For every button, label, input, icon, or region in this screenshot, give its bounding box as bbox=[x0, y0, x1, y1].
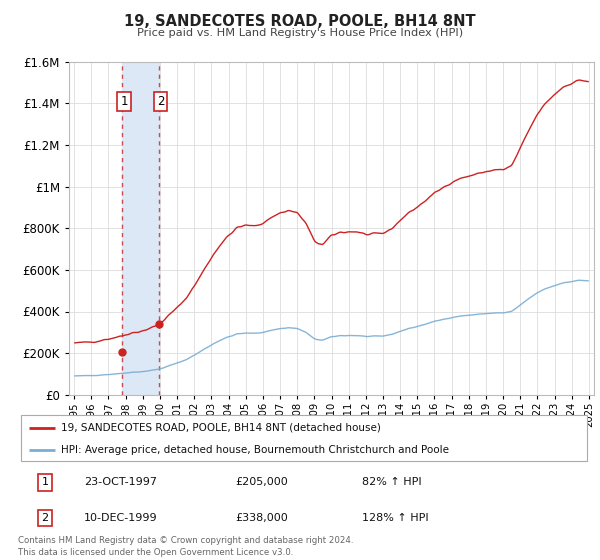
Text: Price paid vs. HM Land Registry's House Price Index (HPI): Price paid vs. HM Land Registry's House … bbox=[137, 28, 463, 38]
Text: HPI: Average price, detached house, Bournemouth Christchurch and Poole: HPI: Average price, detached house, Bour… bbox=[61, 445, 449, 455]
Text: 2: 2 bbox=[157, 95, 164, 108]
Text: 10-DEC-1999: 10-DEC-1999 bbox=[84, 513, 158, 523]
Text: 19, SANDECOTES ROAD, POOLE, BH14 8NT: 19, SANDECOTES ROAD, POOLE, BH14 8NT bbox=[124, 14, 476, 29]
Text: 19, SANDECOTES ROAD, POOLE, BH14 8NT (detached house): 19, SANDECOTES ROAD, POOLE, BH14 8NT (de… bbox=[61, 423, 381, 433]
Bar bbox=[122, 62, 159, 395]
Text: 1: 1 bbox=[121, 95, 128, 108]
Text: Contains HM Land Registry data © Crown copyright and database right 2024.
This d: Contains HM Land Registry data © Crown c… bbox=[18, 536, 353, 557]
Text: 128% ↑ HPI: 128% ↑ HPI bbox=[362, 513, 428, 523]
Text: 1: 1 bbox=[41, 478, 49, 487]
FancyBboxPatch shape bbox=[21, 416, 587, 461]
Text: £338,000: £338,000 bbox=[236, 513, 289, 523]
Text: 82% ↑ HPI: 82% ↑ HPI bbox=[362, 478, 421, 487]
Text: 23-OCT-1997: 23-OCT-1997 bbox=[84, 478, 157, 487]
Text: 2: 2 bbox=[41, 513, 49, 523]
Text: £205,000: £205,000 bbox=[236, 478, 289, 487]
